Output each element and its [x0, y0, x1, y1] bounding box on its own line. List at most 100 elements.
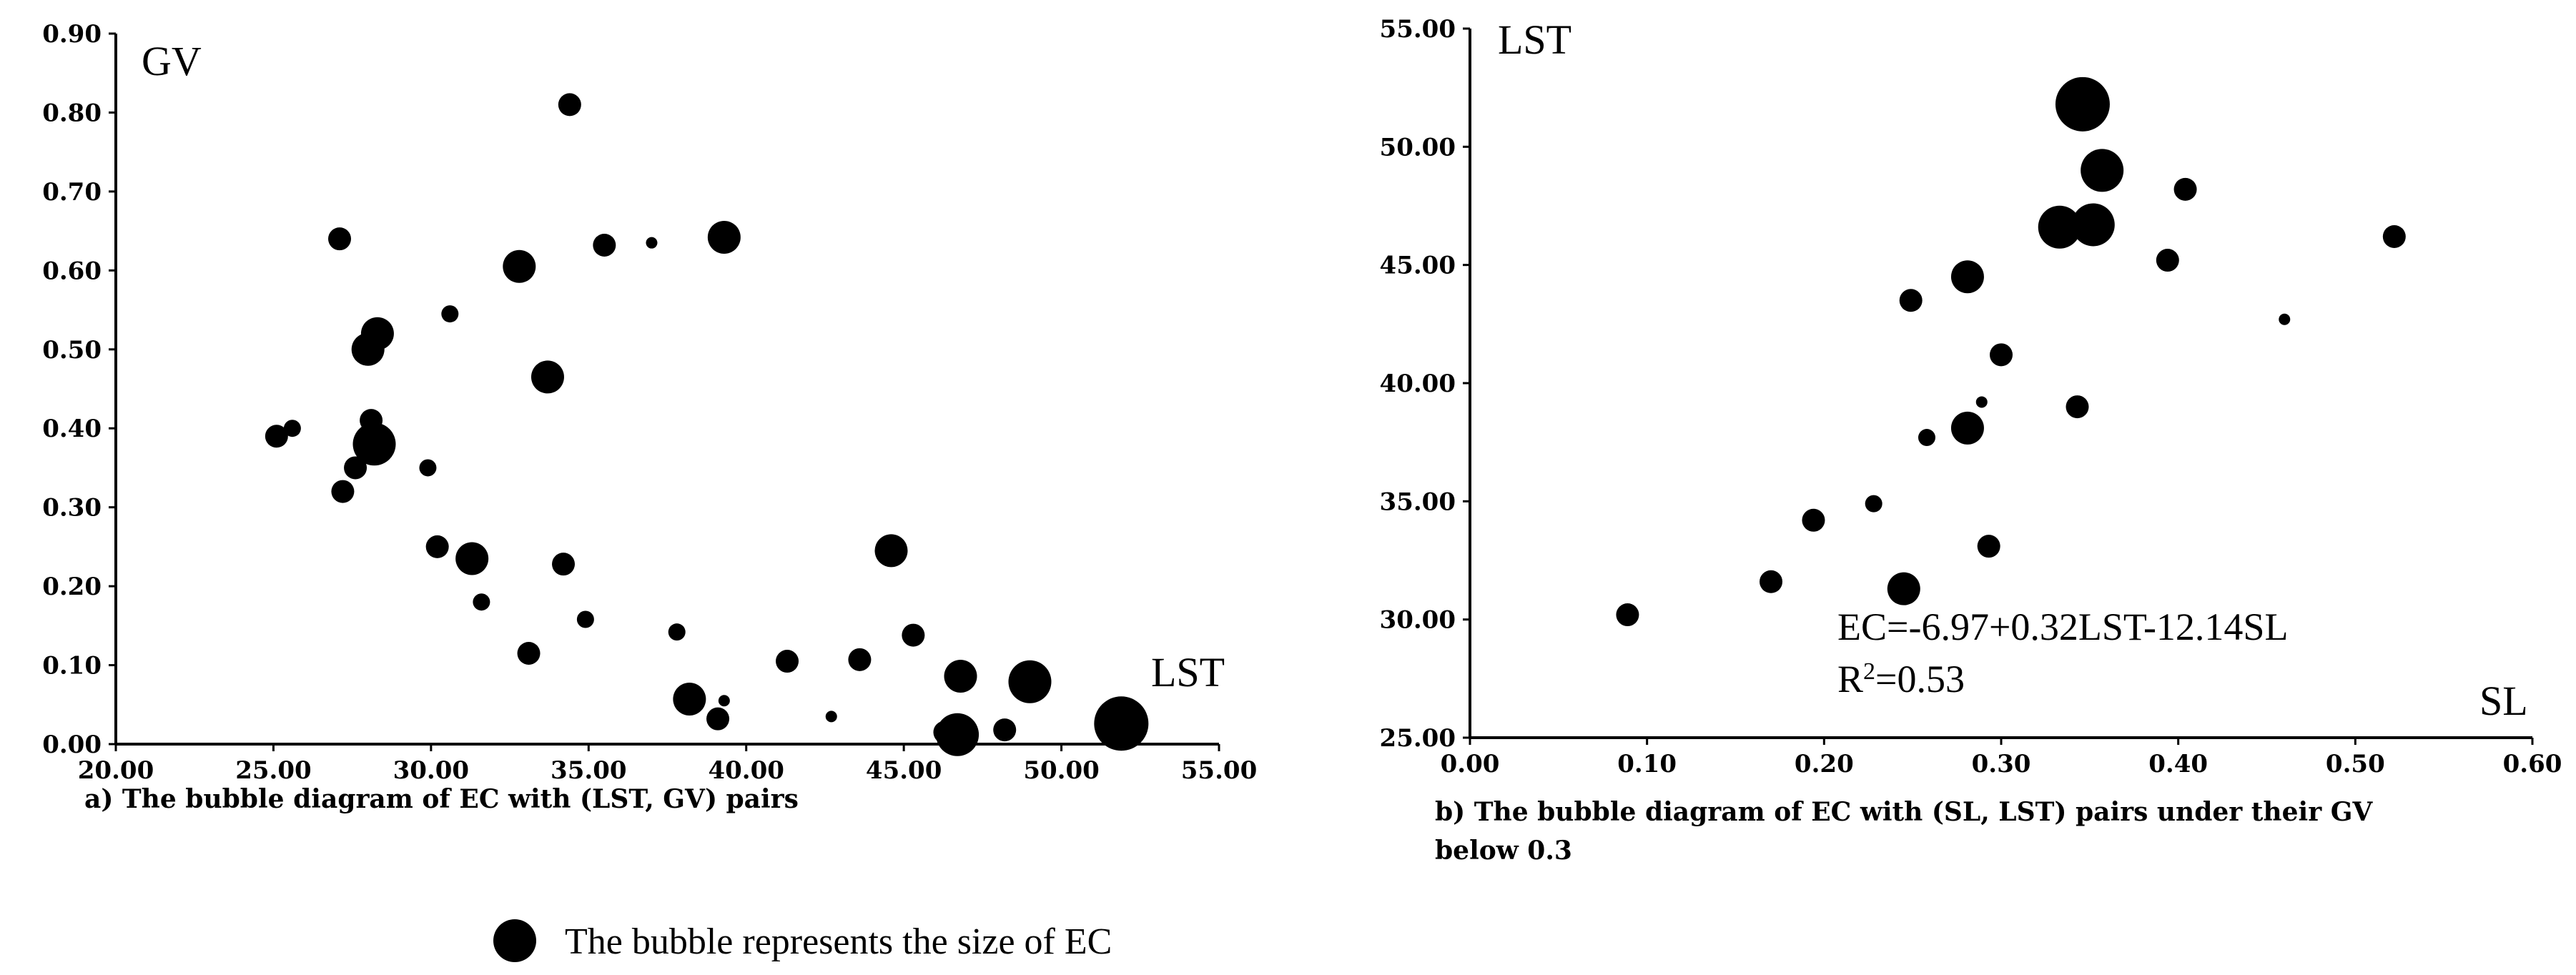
legend-bubble [493, 919, 536, 962]
chart-a-bubble [265, 425, 288, 448]
chart-b-bubble [1950, 411, 1984, 445]
chart-a-x-tick-label: 25.00 [235, 756, 311, 785]
chart-b-y-tick-label: 55.00 [1380, 15, 1456, 44]
chart-b-bubble [1990, 343, 2013, 367]
chart-b-bubble [1977, 535, 2000, 558]
chart-a-bubble [473, 593, 490, 611]
chart-b-bubble [1899, 289, 1923, 312]
chart-a-y-tick-label: 0.40 [42, 415, 102, 443]
chart-b-bubble [1760, 570, 1783, 593]
chart-a-bubble [825, 711, 837, 723]
chart-b-caption-line-1: b) The bubble diagram of EC with (SL, LS… [1435, 797, 2373, 827]
chart-b-caption-line-2: below 0.3 [1435, 836, 1572, 866]
chart-a-bubble [668, 623, 686, 641]
chart-b-bubble [2279, 313, 2291, 325]
chart-a-bubble [1094, 696, 1149, 751]
chart-a-caption: a) The bubble diagram of EC with (LST, G… [84, 784, 799, 814]
chart-b-bubble [2382, 224, 2406, 248]
chart-b-bubble [1887, 572, 1920, 605]
chart-a-y-ticks: 0.00 0.10 0.20 0.30 0.40 0.50 0.60 0.70 0.80 0.90 [42, 20, 116, 759]
chart-a-y-tick-label: 0.90 [42, 20, 102, 49]
chart-b-bubble [1616, 603, 1639, 627]
chart-b-bubble [2038, 205, 2081, 249]
chart-a-bubble [503, 249, 536, 283]
chart-a-bubble [328, 227, 352, 251]
chart-a-x-tick-label: 45.00 [866, 756, 942, 785]
chart-b-bubble [1918, 429, 1935, 447]
chart-a-bubble [944, 660, 977, 693]
chart-a-x-tick-label: 50.00 [1023, 756, 1099, 785]
chart-a-bubbles [265, 93, 1149, 756]
chart-b-x-axis-label: SL [2479, 678, 2528, 724]
chart-b-x-tick-label: 0.20 [1795, 750, 1854, 778]
chart-b-y-tick-label: 45.00 [1380, 252, 1456, 280]
chart-b-bubble [1975, 396, 1988, 408]
chart-b-x-tick-label: 0.40 [2148, 750, 2208, 778]
chart-b-bubble [1950, 260, 1984, 294]
chart-a-y-tick-label: 0.50 [42, 336, 102, 365]
chart-a-bubble [360, 317, 394, 350]
chart-b-x-tick-label: 0.30 [1972, 750, 2031, 778]
chart-a-bubble [419, 459, 437, 477]
chart-a-bubble [707, 220, 741, 254]
chart-a: 0.00 0.10 0.20 0.30 0.40 0.50 0.60 0.70 0.80 0.90… [42, 20, 1257, 814]
chart-a-bubble [993, 718, 1017, 742]
chart-a-bubble [552, 553, 576, 576]
chart-b-y-tick-label: 25.00 [1380, 724, 1456, 753]
chart-a-bubble [558, 93, 581, 117]
chart-a-x-tick-label: 40.00 [708, 756, 784, 785]
chart-a-y-tick-label: 0.80 [42, 99, 102, 127]
legend: The bubble represents the size of EC [493, 919, 1112, 962]
chart-a-x-tick-label: 55.00 [1181, 756, 1257, 785]
chart-a-bubble [936, 713, 979, 756]
chart-b-bubble [2081, 149, 2124, 192]
chart-b-y-tick-label: 50.00 [1380, 133, 1456, 162]
chart-a-bubble [576, 610, 594, 628]
chart-a-x-axis-label: LST [1151, 649, 1225, 696]
chart-a-x-ticks: 20.00 25.00 30.00 35.00 40.00 45.00 50.00 55.00 [78, 744, 1257, 785]
chart-b-y-axis-label: LST [1498, 16, 1571, 63]
chart-a-bubble [593, 233, 616, 257]
chart-b-bubbles [1616, 76, 2406, 627]
chart-a-bubble [352, 422, 396, 466]
chart-a-bubble [531, 360, 564, 394]
chart-a-bubble [776, 650, 799, 673]
chart-a-bubble [283, 420, 301, 437]
chart-b-x-ticks: 0.00 0.10 0.20 0.30 0.40 0.50 0.60 [1441, 738, 2562, 778]
chart-a-x-tick-label: 35.00 [551, 756, 626, 785]
chart-b-x-tick-label: 0.50 [2326, 750, 2385, 778]
chart-a-y-tick-label: 0.10 [42, 652, 102, 680]
chart-a-bubble [344, 456, 367, 480]
chart-b: 25.00 30.00 35.00 40.00 45.00 50.00 55.00 0.00… [1380, 15, 2562, 866]
chart-b-bubble [1865, 495, 1882, 513]
chart-a-x-tick-label: 20.00 [78, 756, 154, 785]
chart-b-y-tick-label: 35.00 [1380, 488, 1456, 516]
superscript-two: 2 [1863, 658, 1875, 685]
chart-b-regression-equation: EC=-6.97+0.32LST-12.14SL [1837, 605, 2288, 648]
chart-a-bubble [441, 305, 459, 323]
chart-a-bubble [1008, 660, 1052, 703]
chart-b-y-tick-label: 30.00 [1380, 606, 1456, 635]
chart-a-bubble [425, 535, 449, 558]
chart-a-bubble [902, 623, 925, 647]
chart-a-y-axis-label: GV [142, 38, 202, 84]
chart-a-bubble [673, 683, 706, 716]
chart-a-y-tick-label: 0.00 [42, 731, 102, 759]
chart-a-y-tick-label: 0.30 [42, 494, 102, 523]
chart-a-y-tick-label: 0.20 [42, 573, 102, 601]
chart-b-y-tick-label: 40.00 [1380, 370, 1456, 398]
chart-a-bubble [718, 695, 730, 707]
chart-b-bubble [2156, 249, 2179, 272]
chart-a-x-tick-label: 30.00 [393, 756, 469, 785]
chart-b-bubble [1802, 508, 1825, 532]
chart-a-bubble [455, 542, 489, 575]
legend-text: The bubble represents the size of EC [565, 921, 1112, 962]
chart-a-bubble [874, 534, 908, 568]
chart-b-x-tick-label: 0.10 [1617, 750, 1677, 778]
chart-b-x-tick-label: 0.60 [2503, 750, 2562, 778]
chart-a-bubble [517, 641, 541, 665]
chart-b-x-tick-label: 0.00 [1441, 750, 1500, 778]
chart-a-bubble [848, 648, 872, 671]
